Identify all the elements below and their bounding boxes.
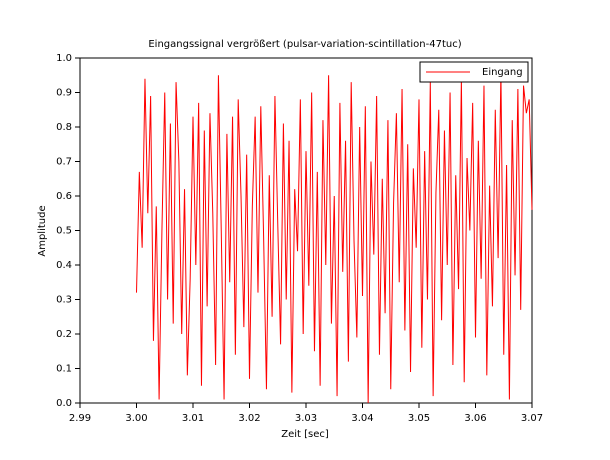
- y-tick-label: 0.4: [56, 260, 72, 271]
- y-tick-label: 0.0: [56, 398, 72, 409]
- x-tick-label: 3.05: [408, 413, 430, 424]
- chart-title: Eingangssignal vergrößert (pulsar-variat…: [148, 39, 461, 50]
- data-line: [136, 71, 533, 404]
- x-tick-label: 3.06: [464, 413, 486, 424]
- y-axis-label: Amplitude: [37, 205, 48, 256]
- legend-box: [419, 61, 529, 83]
- x-tick-label: 3.02: [238, 413, 260, 424]
- y-tick-label: 0.5: [56, 226, 72, 237]
- y-tick-label: 0.1: [56, 364, 72, 375]
- y-tick-label: 0.2: [56, 329, 72, 340]
- x-tick-label: 2.99: [69, 413, 91, 424]
- x-axis-label: Zeit [sec]: [281, 429, 329, 440]
- x-tick-label: 3.07: [521, 413, 543, 424]
- y-tick-label: 0.6: [56, 191, 72, 202]
- legend-label: Eingang: [482, 67, 523, 78]
- x-tick-label: 3.03: [295, 413, 317, 424]
- y-tick-label: 1.0: [56, 53, 72, 64]
- y-tick-label: 0.3: [56, 295, 72, 306]
- x-tick-label: 3.00: [125, 413, 147, 424]
- y-tick-label: 0.9: [56, 88, 72, 99]
- y-tick-label: 0.7: [56, 157, 72, 168]
- x-tick-label: 3.04: [351, 413, 373, 424]
- x-tick-label: 3.01: [182, 413, 204, 424]
- y-tick-label: 0.8: [56, 122, 72, 133]
